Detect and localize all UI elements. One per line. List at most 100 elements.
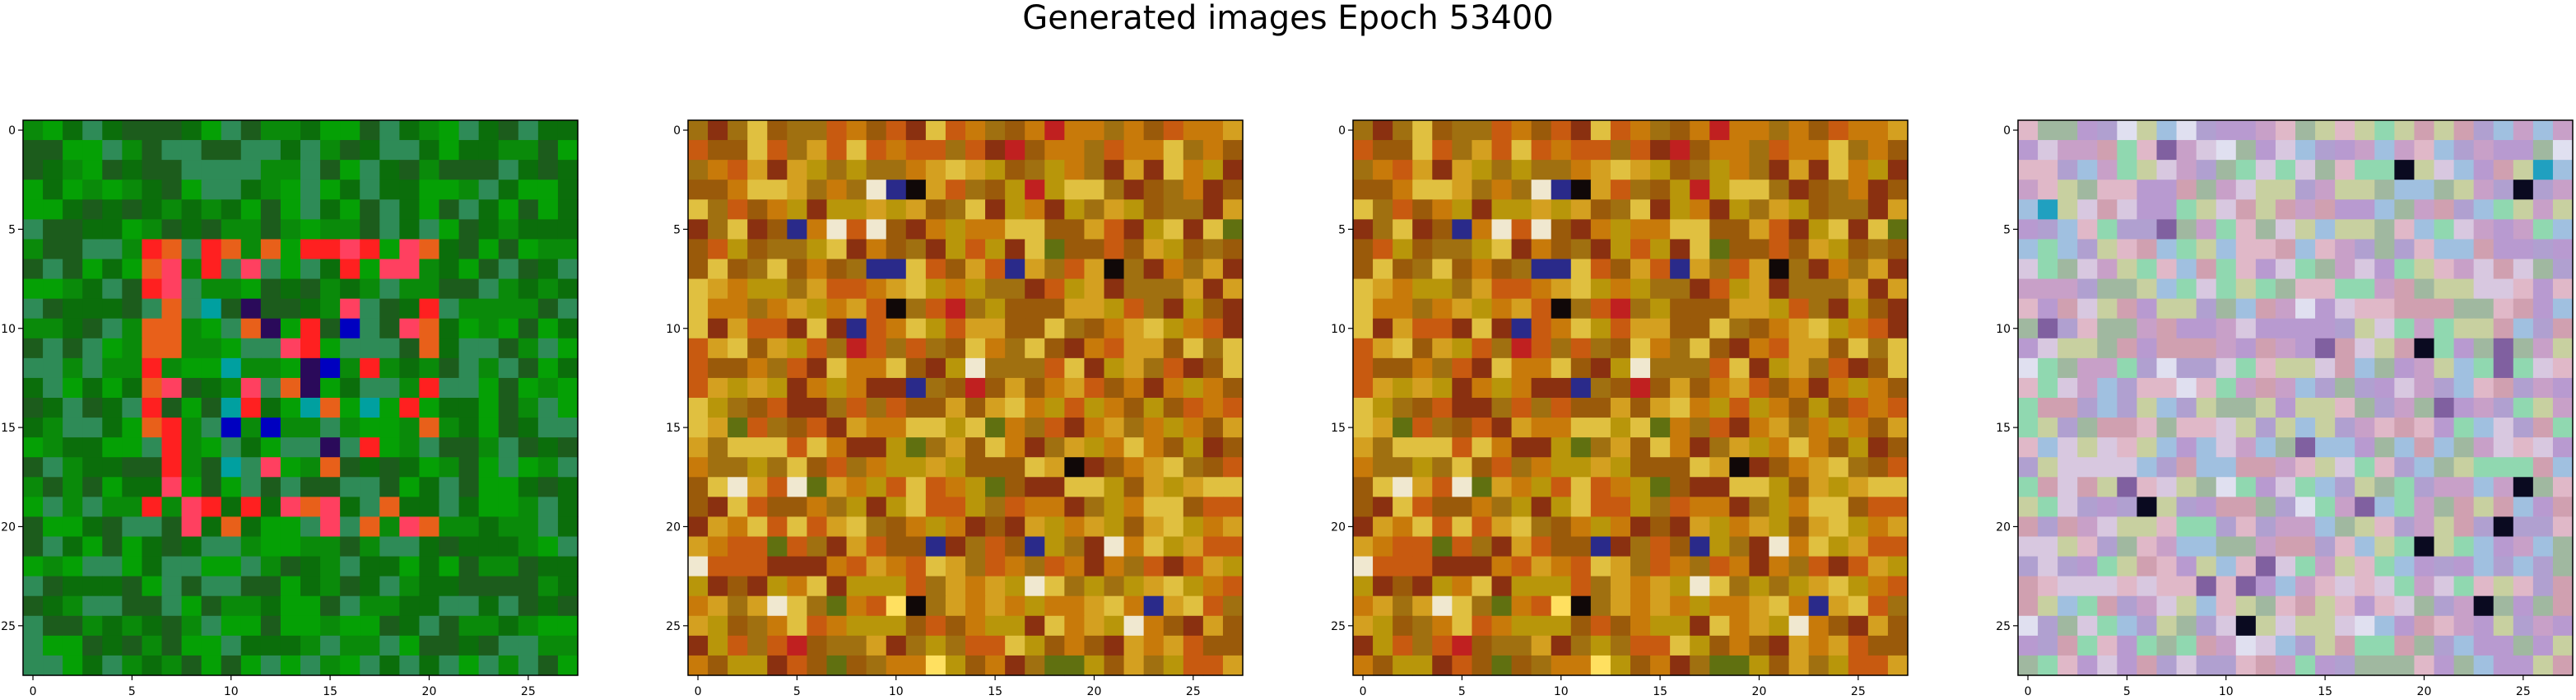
image-pixel	[1084, 615, 1105, 637]
image-pixel	[1393, 140, 1413, 161]
image-pixel	[2552, 338, 2574, 359]
image-pixel	[1511, 536, 1532, 558]
image-pixel	[886, 318, 907, 339]
image-pixel	[1808, 516, 1830, 538]
image-pixel	[787, 180, 808, 200]
image-pixel	[1104, 516, 1125, 538]
image-pixel	[1808, 357, 1830, 379]
image-pixel	[161, 556, 183, 577]
image-pixel	[2552, 219, 2574, 240]
image-pixel	[2216, 497, 2237, 518]
image-pixel	[965, 477, 986, 497]
image-pixel	[2275, 160, 2296, 180]
image-pixel	[2156, 180, 2178, 200]
image-pixel	[142, 536, 163, 558]
image-pixel	[1511, 497, 1532, 518]
image-pixel	[1104, 457, 1125, 478]
image-pixel	[1222, 556, 1244, 577]
image-pixel	[2235, 219, 2257, 240]
image-pixel	[82, 239, 103, 260]
image-pixel	[2493, 635, 2514, 656]
image-pixel	[985, 199, 1006, 220]
image-pixel	[2058, 199, 2078, 220]
image-pixel	[1373, 318, 1393, 339]
image-pixel	[1353, 418, 1374, 438]
image-pixel	[1531, 160, 1552, 180]
image-pixel	[260, 556, 281, 577]
image-pixel	[2255, 180, 2276, 200]
image-pixel	[399, 239, 421, 260]
image-pixel	[1867, 576, 1889, 597]
image-pixel	[2295, 219, 2316, 240]
image-pixel	[320, 398, 341, 418]
image-pixel	[905, 437, 927, 458]
image-pixel	[2117, 298, 2138, 320]
image-pixel	[557, 338, 579, 359]
image-pixel	[945, 239, 966, 260]
image-pixel	[360, 199, 380, 220]
image-pixel	[1452, 180, 1473, 200]
image-pixel	[2156, 576, 2178, 597]
image-pixel	[2058, 576, 2078, 597]
image-pixel	[1472, 576, 1493, 597]
image-pixel	[1452, 377, 1473, 399]
image-pixel	[518, 278, 539, 300]
image-pixel	[1828, 536, 1849, 558]
image-pixel	[2216, 357, 2237, 379]
image-pixel	[866, 556, 887, 577]
image-pixel	[2453, 180, 2475, 200]
image-pixel	[1828, 437, 1849, 458]
image-pixel	[2453, 635, 2475, 656]
image-pixel	[1630, 278, 1651, 300]
image-pixel	[2255, 120, 2276, 141]
image-pixel	[1630, 536, 1651, 558]
image-pixel	[1808, 655, 1830, 676]
image-pixel	[280, 576, 301, 597]
image-pixel	[1867, 298, 1889, 320]
image-pixel	[1183, 120, 1204, 141]
image-pixel	[747, 615, 768, 637]
image-pixel	[925, 418, 946, 438]
image-pixel	[2295, 576, 2316, 597]
image-pixel	[767, 595, 788, 617]
image-pixel	[2355, 477, 2375, 497]
image-pixel	[2156, 655, 2178, 676]
image-pixel	[2532, 536, 2554, 558]
image-pixel	[905, 477, 927, 497]
image-pixel	[1123, 298, 1145, 320]
image-pixel	[1163, 377, 1184, 399]
image-pixel	[478, 536, 500, 558]
image-pixel	[1084, 576, 1105, 597]
image-pixel	[826, 418, 848, 438]
image-pixel	[1650, 199, 1671, 220]
image-pixel	[925, 120, 946, 141]
image-pixel	[1570, 259, 1592, 280]
image-pixel	[439, 536, 460, 558]
image-pixel	[688, 377, 709, 399]
image-pixel	[1452, 318, 1473, 339]
image-pixel	[1202, 516, 1224, 538]
image-pixel	[320, 497, 341, 518]
image-pixel	[518, 199, 539, 220]
image-pixel	[2275, 655, 2296, 676]
image-pixel	[1005, 615, 1025, 637]
image-pixel	[866, 120, 887, 141]
image-pixel	[82, 140, 103, 161]
image-pixel	[1044, 278, 1065, 300]
image-pixel	[1202, 377, 1224, 399]
image-pixel	[419, 298, 440, 320]
image-pixel	[1590, 338, 1611, 359]
image-pixel	[2295, 160, 2316, 180]
image-pixel	[886, 497, 907, 518]
image-pixel	[1084, 160, 1105, 180]
image-pixel	[905, 497, 927, 518]
image-pixel	[2355, 576, 2375, 597]
image-pixel	[1104, 318, 1125, 339]
image-pixel	[1005, 318, 1025, 339]
image-pixel	[478, 595, 500, 617]
image-pixel	[1025, 576, 1045, 597]
image-pixel	[1491, 239, 1513, 260]
image-pixel	[2473, 298, 2495, 320]
image-pixel	[1867, 180, 1889, 200]
image-pixel	[2394, 140, 2416, 161]
